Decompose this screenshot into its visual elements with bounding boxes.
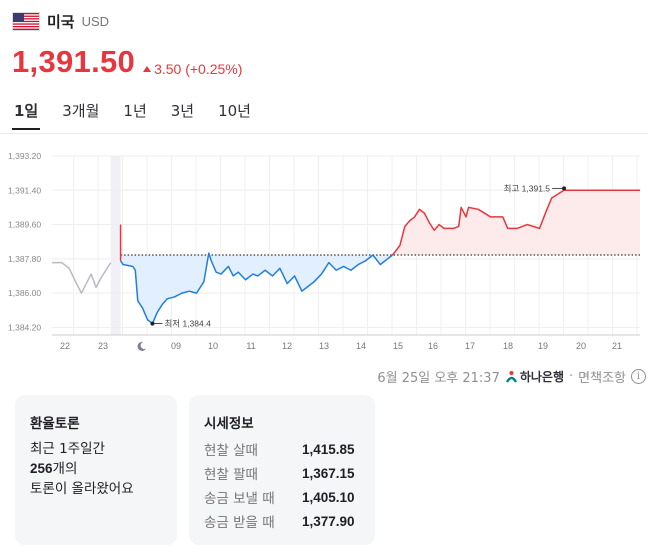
currency-code: USD [81, 14, 110, 29]
fx-discussion-text: 최근 1주일간 256개의 토론이 올라왔어요 [30, 439, 134, 499]
hana-bank-logo-icon [505, 371, 517, 383]
rate-value: 1,367.15 [302, 465, 355, 481]
country-name: 미국 [47, 13, 75, 31]
y-tick-label: 1,391.40 [8, 185, 41, 195]
x-tick-label: 22 [60, 341, 70, 351]
fx-discussion-line2: 256개의 [30, 459, 134, 479]
rate-table: 현찰 살때 1,415.85 현찰 팔때 1,367.15 송금 보낼 때 1,… [204, 437, 364, 533]
premarket-series-line [52, 261, 112, 294]
x-tick-label: 19 [538, 341, 548, 351]
rate-value: 1,415.85 [302, 441, 355, 457]
night-session-band [110, 156, 121, 335]
rate-value: 1,377.90 [302, 513, 355, 529]
y-tick-label: 1,393.20 [8, 151, 41, 161]
x-tick-label: 21 [612, 341, 622, 351]
rate-value: 1,405.10 [302, 489, 355, 505]
rate-label: 송금 보낼 때 [204, 491, 275, 507]
fx-discussion-card[interactable]: 환율토론 최근 1주일간 256개의 토론이 올라왔어요 [15, 395, 177, 545]
fx-discussion-title: 환율토론 [30, 416, 80, 432]
tab-3m[interactable]: 3개월 [62, 102, 100, 120]
x-tick-label: 10 [208, 341, 218, 351]
rate-label: 현찰 팔때 [204, 467, 258, 483]
currency-header: 미국 USD [12, 11, 109, 32]
day-above-series-line [391, 189, 640, 256]
x-tick-label: 16 [428, 341, 438, 351]
rate-row-remit-receive: 송금 받을 때 1,377.90 [204, 509, 364, 533]
x-tick-label: 13 [319, 341, 329, 351]
rate-row-remit-send: 송금 보낼 때 1,405.10 [204, 485, 364, 509]
exchange-rate-chart[interactable]: 1,393.20 1,391.40 1,389.60 1,387.80 1,386.00… [0, 148, 648, 358]
x-tick-label: 14 [356, 341, 366, 351]
x-tick-label: 12 [282, 341, 292, 351]
x-tick-label: 15 [393, 341, 403, 351]
low-label: 최저 1,384.4 [164, 319, 211, 329]
rate-row-cash-sell: 현찰 팔때 1,367.15 [204, 461, 364, 485]
separator-dot: · [569, 369, 574, 384]
rate-label: 송금 받을 때 [204, 515, 275, 531]
day-below-series-line [119, 252, 394, 325]
bank-name: 하나은행 [519, 370, 565, 384]
source-row: 6월 25일 오후 21:37 하나은행 · 면책조항 i [377, 367, 646, 386]
price-change: 3.50 (+0.25%) [143, 61, 242, 77]
y-tick-label: 1,389.60 [8, 220, 41, 230]
tab-1y[interactable]: 1년 [123, 102, 147, 120]
discussion-count: 256 [30, 461, 53, 476]
x-tick-label: 18 [503, 341, 513, 351]
fx-discussion-line3: 토론이 올라왔어요 [30, 481, 134, 497]
quote-row: 1,391.50 3.50 (+0.25%) [12, 44, 242, 80]
price-change-value: 3.50 (+0.25%) [154, 61, 243, 77]
update-timestamp: 6월 25일 오후 21:37 [377, 371, 500, 386]
rate-info-title: 시세정보 [204, 416, 254, 432]
current-price: 1,391.50 [12, 44, 136, 79]
discussion-count-suffix: 개의 [52, 461, 78, 477]
rate-row-cash-buy: 현찰 살때 1,415.85 [204, 437, 364, 461]
above-reference-fill [392, 190, 640, 256]
x-tick-label: 11 [246, 341, 255, 351]
fx-discussion-line1: 최근 1주일간 [30, 441, 105, 457]
tab-divider [0, 133, 648, 134]
info-icon[interactable]: i [631, 369, 646, 384]
moon-icon [137, 341, 146, 351]
tab-1d[interactable]: 1일 [12, 100, 41, 130]
x-tick-label: 23 [98, 341, 108, 351]
up-arrow-icon [143, 66, 152, 72]
rate-info-card: 시세정보 현찰 살때 1,415.85 현찰 팔때 1,367.15 송금 보낼… [189, 395, 375, 545]
disclaimer-link[interactable]: 면책조항 [578, 371, 626, 386]
x-tick-label: 20 [576, 341, 586, 351]
us-flag-icon [12, 12, 40, 31]
x-tick-label: 17 [465, 341, 475, 351]
tab-10y[interactable]: 10년 [218, 102, 251, 120]
y-tick-label: 1,386.00 [8, 288, 41, 298]
high-label: 최고 1,391.5 [504, 183, 551, 193]
x-tick-label: 09 [171, 341, 181, 351]
tab-3y[interactable]: 3년 [170, 102, 195, 120]
bank-source: 하나은행 [505, 368, 564, 385]
period-tabs: 1일 3개월 1년 3년 10년 [12, 100, 253, 130]
below-reference-fill [120, 224, 393, 324]
rate-label: 현찰 살때 [204, 443, 258, 459]
y-tick-label: 1,387.80 [8, 254, 41, 264]
y-tick-label: 1,384.20 [8, 322, 41, 332]
